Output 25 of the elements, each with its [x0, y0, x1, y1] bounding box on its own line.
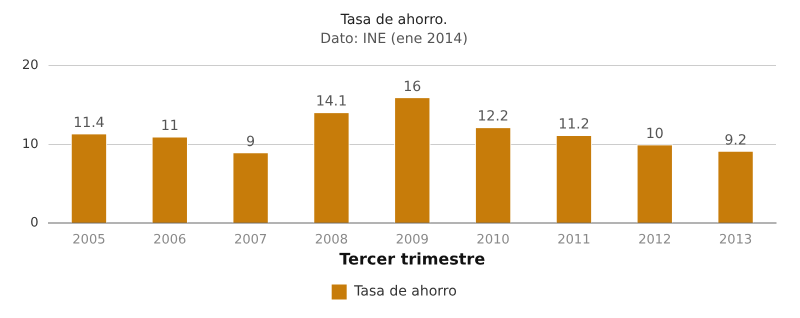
x-tick-label: 2012	[638, 232, 672, 248]
data-label: 11.4	[73, 115, 105, 132]
data-label: 11	[160, 118, 179, 134]
x-axis-title: Tercer trimestre	[339, 250, 486, 269]
data-label: 12.2	[478, 108, 509, 125]
x-tick-label: 2011	[557, 232, 590, 248]
chart-subtitle: Dato: INE (ene 2014)	[320, 30, 468, 47]
y-tick-label: 0	[30, 216, 39, 231]
data-label: 11.2	[558, 116, 590, 133]
x-tick-label: 2009	[396, 232, 429, 248]
x-tick-label: 2010	[476, 232, 510, 248]
data-label: 9.2	[724, 132, 747, 148]
data-label: 9	[246, 134, 256, 150]
chart-title: Tasa de ahorro.	[340, 12, 448, 28]
data-label: 16	[403, 78, 422, 95]
x-tick-label: 2007	[234, 232, 268, 248]
y-tick-label: 10	[22, 136, 39, 152]
x-tick-label: 2006	[153, 232, 186, 248]
y-tick-label: 20	[22, 58, 39, 73]
x-tick-label: 2005	[72, 232, 106, 248]
data-label: 14.1	[316, 94, 348, 110]
data-label: 10	[646, 126, 664, 142]
legend-label: Tasa de ahorro	[353, 284, 457, 300]
x-tick-label: 2008	[314, 232, 348, 248]
x-tick-label: 2013	[719, 232, 752, 248]
